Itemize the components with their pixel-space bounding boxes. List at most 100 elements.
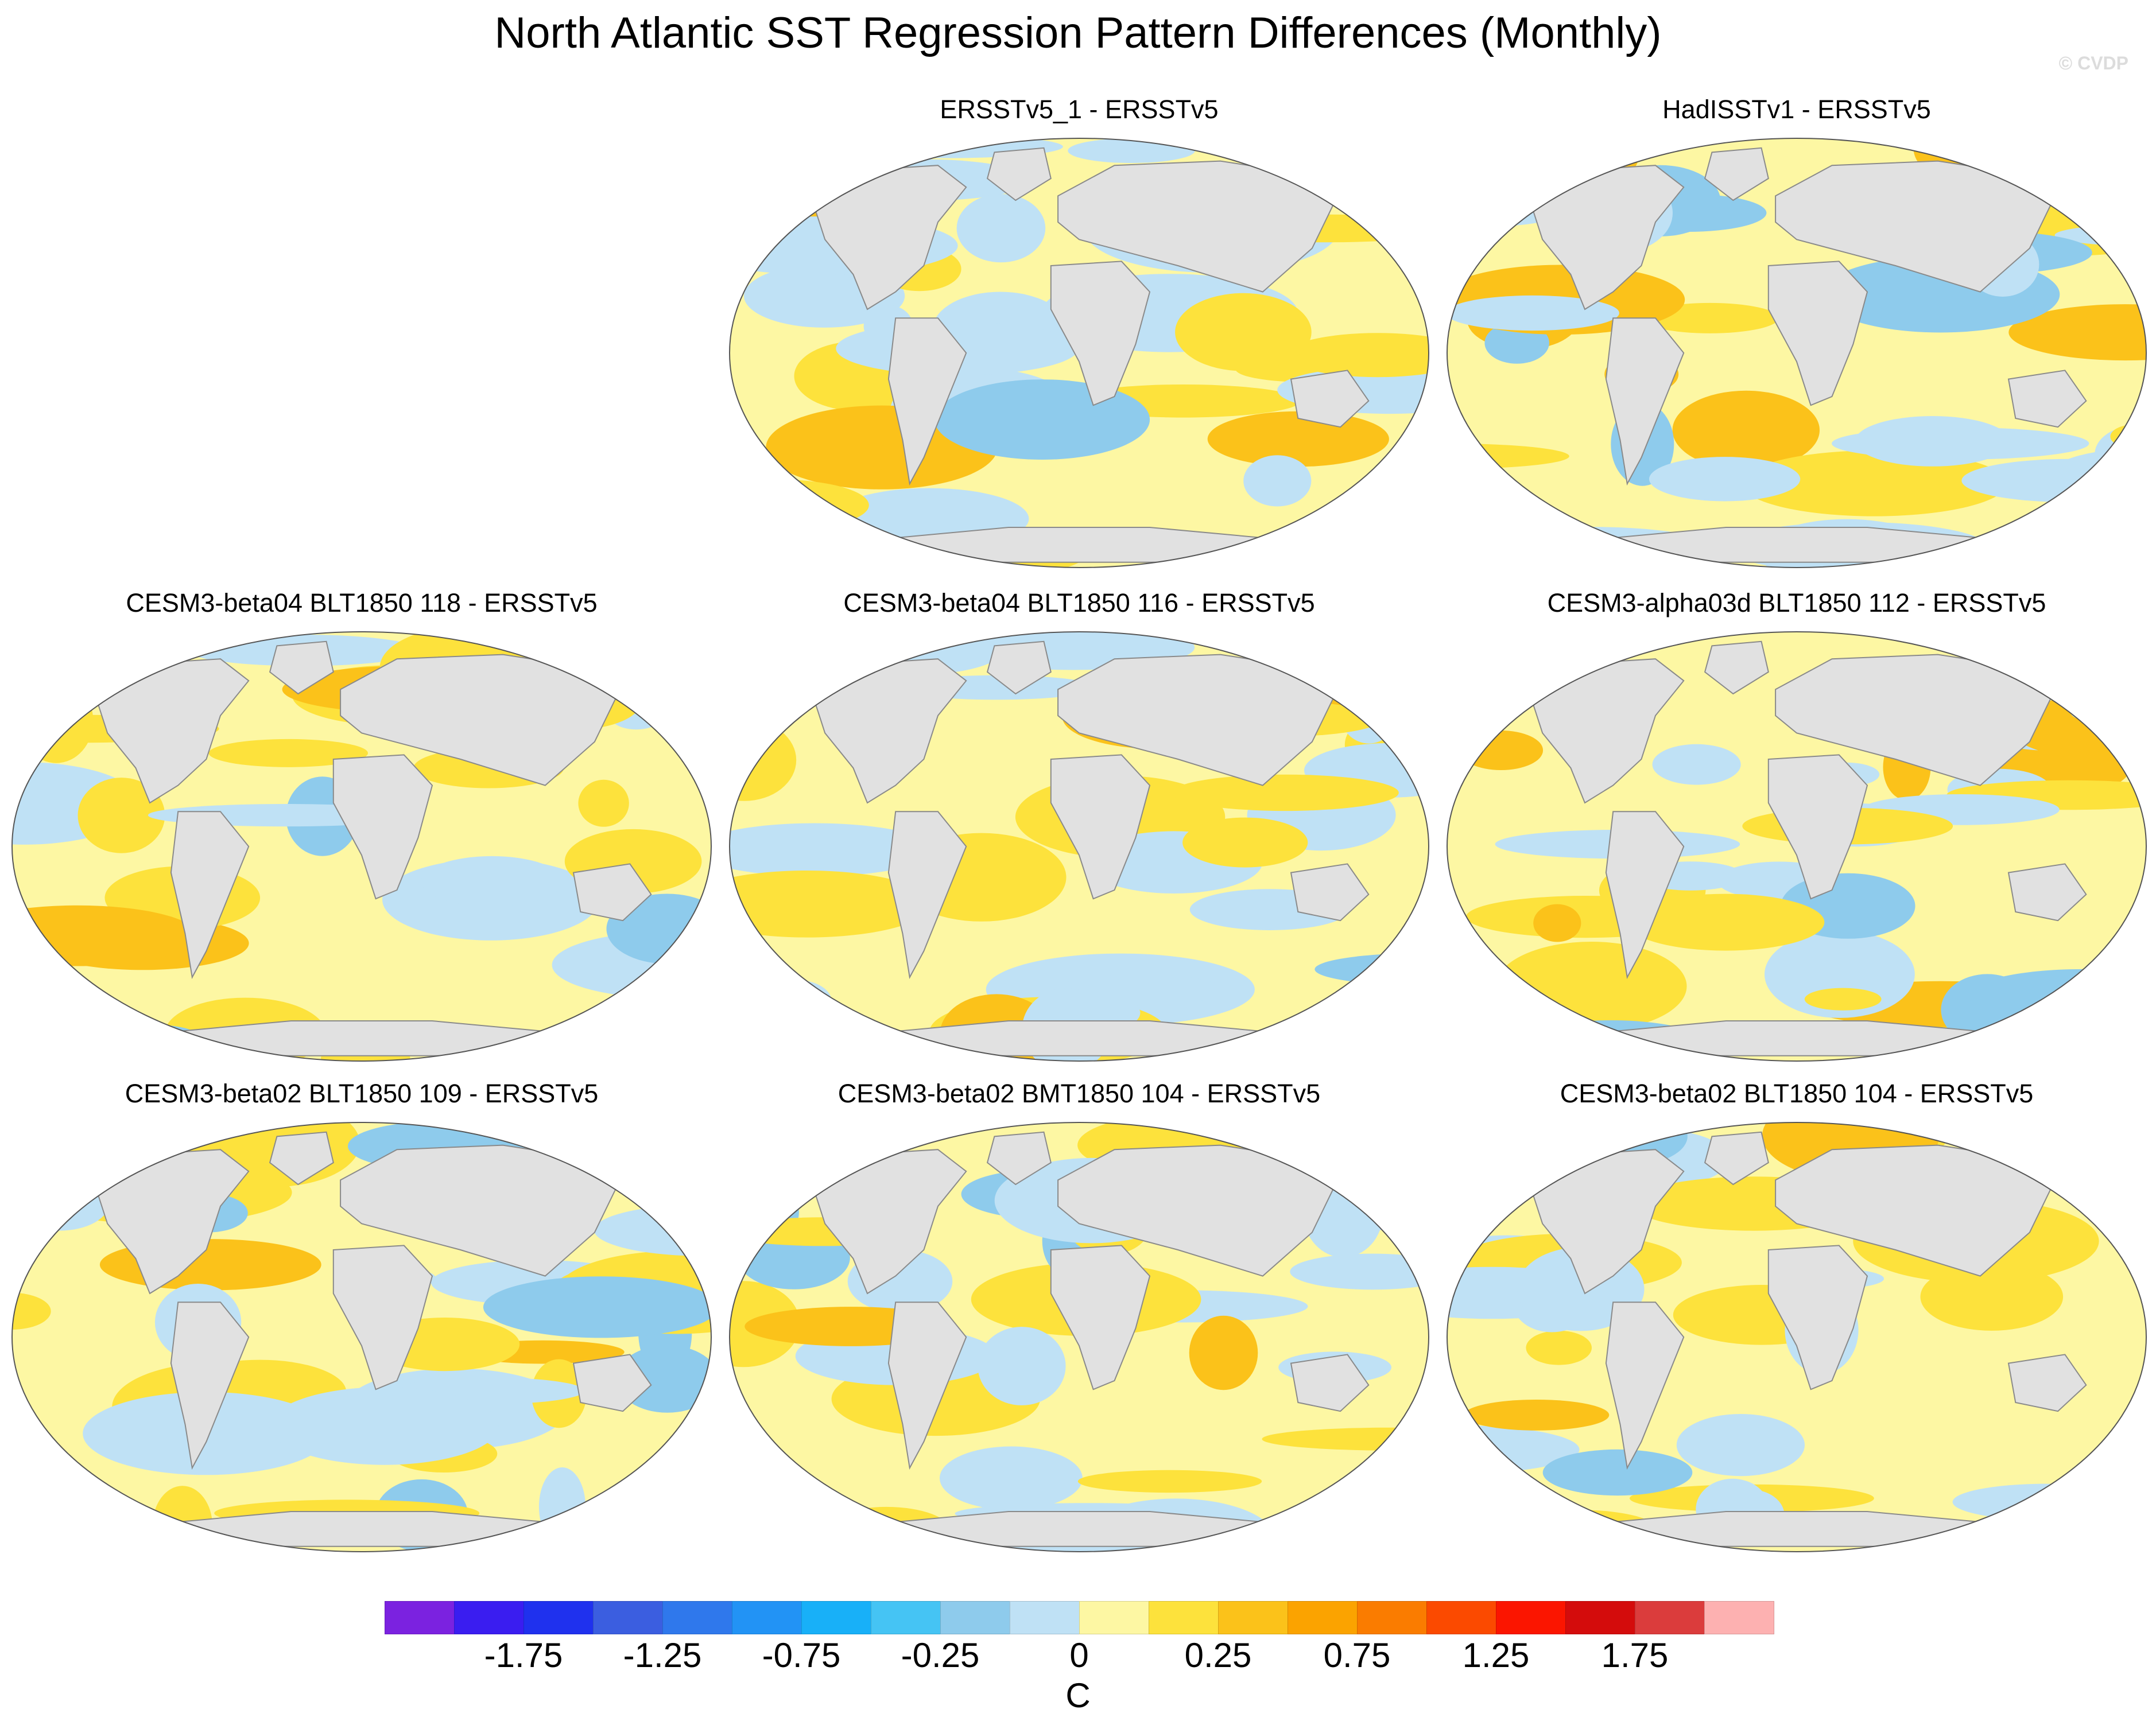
main-title: North Atlantic SST Regression Pattern Di… <box>494 9 1662 57</box>
map-border <box>728 1122 1430 1552</box>
land-mass <box>170 811 250 980</box>
sst-anomaly-region <box>1459 731 1544 770</box>
map-border <box>728 631 1430 1062</box>
land-mass <box>1704 640 1769 695</box>
sst-anomaly-region <box>1068 138 1195 164</box>
colorbar-box <box>940 1601 1010 1634</box>
colorbar-tick-label: -0.25 <box>901 1636 980 1675</box>
colorbar-box <box>524 1601 594 1634</box>
colorbar-tick-label: -1.25 <box>623 1636 702 1675</box>
colorbar-tick-label: -1.75 <box>484 1636 563 1675</box>
colorbar-box <box>1357 1601 1427 1634</box>
map-svg <box>1446 631 2147 1062</box>
sst-anomaly-region <box>783 522 837 568</box>
sst-anomaly-region <box>1182 817 1308 868</box>
sst-anomaly-region <box>664 965 711 988</box>
panel-title: CESM3-beta02 BLT1850 109 - ERSSTv5 <box>125 1079 599 1108</box>
sst-anomaly-region <box>1285 333 1429 378</box>
map-panel: CESM3-beta04 BLT1850 118 - ERSSTv5 <box>9 588 715 1070</box>
sst-anomaly-region <box>1472 1514 1599 1537</box>
map-panel: CESM3-beta02 BLT1850 109 - ERSSTv5 <box>9 1079 715 1561</box>
colorbar-box <box>1079 1601 1149 1634</box>
sst-anomaly-region <box>1207 411 1389 467</box>
land-mass <box>810 658 967 804</box>
sst-anomaly-region <box>1376 1186 1429 1208</box>
map-border <box>1446 1122 2147 1552</box>
sst-anomaly-region <box>730 477 792 556</box>
sst-anomaly-region <box>1626 893 1825 951</box>
panel-title: CESM3-beta04 BLT1850 118 - ERSSTv5 <box>126 588 598 617</box>
land-mass <box>986 1131 1052 1186</box>
colorbar-box <box>1149 1601 1219 1634</box>
land-mass <box>1290 370 1370 428</box>
sst-anomaly-region <box>934 379 1150 460</box>
land-mass <box>340 654 616 786</box>
map-svg <box>728 631 1430 1062</box>
land-mass <box>92 1149 250 1295</box>
land-mass <box>269 640 334 695</box>
land-mass <box>1767 261 1868 406</box>
colorbar-tick-label: -0.75 <box>762 1636 841 1675</box>
land-mass <box>1057 1144 1334 1277</box>
colorbar-box <box>871 1601 941 1634</box>
land-mass <box>887 811 967 980</box>
sst-anomaly-region <box>1447 1122 1495 1166</box>
map-panel: CESM3-beta04 BLT1850 116 - ERSSTv5 <box>726 588 1432 1070</box>
colorbar-box <box>1288 1601 1358 1634</box>
land-mass <box>2007 370 2087 428</box>
colorbar-unit-label: C <box>1065 1676 1091 1715</box>
land-mass <box>340 1144 616 1277</box>
map-border <box>11 1122 712 1552</box>
colorbar <box>385 1601 1774 1634</box>
sst-anomaly-region <box>1741 450 2007 516</box>
sst-anomaly-region <box>1470 1032 1650 1058</box>
land-mass <box>1605 811 1685 980</box>
land-mass <box>810 1149 967 1295</box>
land-mass <box>2007 1354 2087 1412</box>
sst-anomaly-region <box>77 778 165 853</box>
sst-anomaly-region <box>483 1276 711 1338</box>
land-mass <box>1290 863 1370 922</box>
sst-anomaly-region <box>1447 295 1619 331</box>
colorbar-box <box>1218 1601 1288 1634</box>
panel-title: HadISSTv1 - ERSSTv5 <box>1662 95 1931 124</box>
sst-anomaly-region <box>1652 744 1741 785</box>
sst-anomaly-region <box>1464 1400 1610 1431</box>
sst-anomaly-region <box>1077 1470 1262 1493</box>
sst-anomaly-region <box>1804 988 1882 1011</box>
panel-title: CESM3-beta04 BLT1850 116 - ERSSTv5 <box>843 588 1315 617</box>
land-mass <box>986 147 1052 201</box>
land-mass <box>1704 1131 1769 1186</box>
colorbar-box <box>732 1601 802 1634</box>
map-svg <box>728 1122 1430 1552</box>
sst-anomaly-region <box>2070 1514 2131 1552</box>
colorbar-box <box>1704 1601 1774 1634</box>
sst-anomaly-region <box>208 739 368 767</box>
sst-anomaly-region <box>1495 942 1687 1031</box>
sst-anomaly-region <box>1533 904 1581 942</box>
land-mass <box>572 863 652 922</box>
land-mass <box>1704 147 1769 201</box>
sst-anomaly-region <box>1175 293 1312 371</box>
sst-anomaly-region <box>1526 1330 1592 1365</box>
sst-anomaly-region <box>1542 1449 1693 1496</box>
sst-anomaly-region <box>1230 633 1403 659</box>
map-svg <box>11 631 712 1062</box>
watermark: © CVDP <box>2058 53 2128 73</box>
sst-anomaly-region <box>2064 632 2128 654</box>
land-mass <box>986 640 1052 695</box>
land-mass <box>887 1301 967 1470</box>
sst-anomaly-region <box>1855 416 2010 467</box>
colorbar-box <box>662 1601 732 1634</box>
map-svg <box>728 138 1430 568</box>
land-mass <box>1775 1144 2052 1277</box>
land-mass <box>92 658 250 804</box>
colorbar-box <box>1565 1601 1635 1634</box>
sst-anomaly-region <box>12 1040 132 1061</box>
sst-anomaly-region <box>2107 1166 2146 1222</box>
sst-anomaly-region <box>762 980 832 1024</box>
sst-anomaly-region <box>12 1292 51 1330</box>
map-border <box>11 631 712 1062</box>
land-mass <box>572 1354 652 1412</box>
map-panel: CESM3-beta02 BMT1850 104 - ERSSTv5 <box>726 1079 1432 1561</box>
